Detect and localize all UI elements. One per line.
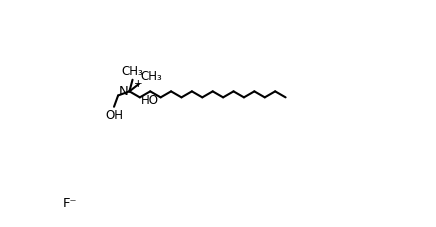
Text: +: + [134,79,143,89]
Text: F⁻: F⁻ [63,197,78,210]
Text: OH: OH [105,109,123,122]
Text: HO: HO [141,94,159,107]
Text: N: N [119,85,128,98]
Text: CH₃: CH₃ [140,70,162,83]
Text: CH₃: CH₃ [122,65,143,79]
